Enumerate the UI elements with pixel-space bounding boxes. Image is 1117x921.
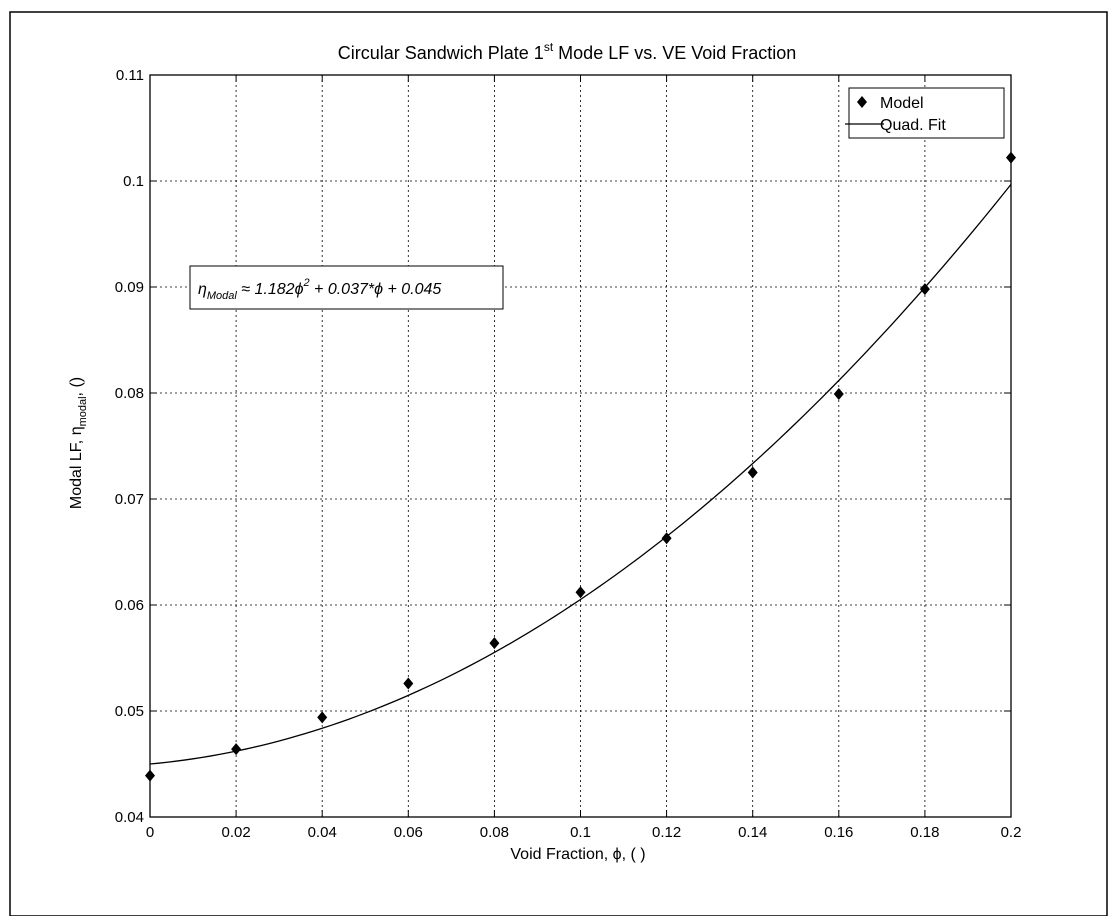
x-tick-label: 0.2 <box>1001 824 1022 841</box>
y-tick-label: 0.09 <box>115 279 144 296</box>
legend-diamond-marker <box>857 96 867 108</box>
x-tick-labels: 0 0.02 0.04 0.06 0.08 0.1 0.12 0.14 0.16 0.18 0.2 <box>146 824 1022 841</box>
equation-annotation: ηModal ≈ 1.182ϕ2 + 0.037*ϕ + 0.045 <box>189 265 504 310</box>
model-data-point <box>661 532 672 545</box>
legend-label-model: Model <box>880 95 924 112</box>
legend: Model Quad. Fit <box>845 87 1005 139</box>
x-tick-label: 0 <box>146 824 154 841</box>
y-tick-labels: 0.04 0.05 0.06 0.07 0.08 0.09 0.1 0.11 <box>115 67 144 826</box>
y-axis-label: Modal LF, ηmodal, () <box>68 377 89 509</box>
grid-layer <box>150 75 1011 817</box>
fit-layer <box>149 183 1012 765</box>
y-tick-label: 0.11 <box>116 67 144 84</box>
x-tick-label: 0.12 <box>652 824 681 841</box>
y-tick-label: 0.07 <box>115 491 144 508</box>
model-data-point <box>833 388 844 401</box>
figure-frame <box>9 11 1108 917</box>
x-tick-label: 0.1 <box>570 824 591 841</box>
model-data-point <box>919 283 930 296</box>
x-tick-label: 0.16 <box>824 824 853 841</box>
equation-box <box>189 265 504 310</box>
model-data-point <box>317 711 328 724</box>
plot-area-border <box>149 74 1012 818</box>
fit-curve-line <box>149 183 1012 765</box>
x-tick-label: 0.14 <box>738 824 767 841</box>
x-tick-label: 0.18 <box>910 824 939 841</box>
y-tick-label: 0.06 <box>115 597 144 614</box>
model-data-point <box>575 586 586 599</box>
y-tick-label: 0.05 <box>115 703 144 720</box>
legend-box <box>848 87 1005 139</box>
chart-title: Circular Sandwich Plate 1st Mode LF vs. … <box>338 40 797 63</box>
y-tick-label: 0.08 <box>115 385 144 402</box>
model-data-point <box>489 637 500 650</box>
x-axis-label: Void Fraction, ϕ, ( ) <box>510 846 645 863</box>
legend-label-fit: Quad. Fit <box>880 117 946 134</box>
x-tick-label: 0.06 <box>394 824 423 841</box>
x-tick-label: 0.04 <box>308 824 337 841</box>
equation-text: ηModal ≈ 1.182ϕ2 + 0.037*ϕ + 0.045 <box>198 277 441 302</box>
model-data-point <box>747 466 758 479</box>
x-tick-label: 0.02 <box>221 824 250 841</box>
x-tick-label: 0.08 <box>480 824 509 841</box>
y-tick-label: 0.1 <box>123 173 144 190</box>
y-tick-label: 0.04 <box>115 809 144 826</box>
model-data-point <box>231 743 242 756</box>
model-data-point <box>403 677 414 690</box>
